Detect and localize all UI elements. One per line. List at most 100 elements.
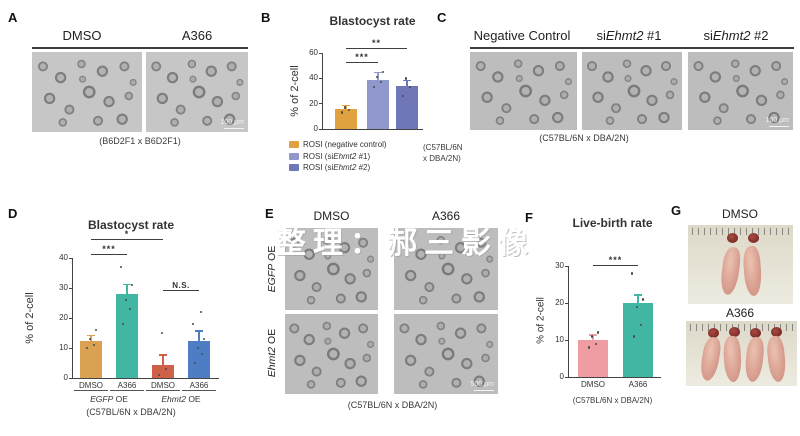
y-tick-mark xyxy=(319,77,323,79)
significance-line xyxy=(346,61,378,64)
error-bar xyxy=(162,355,164,374)
y-tick-label: 10 xyxy=(555,335,564,344)
y-tick-label: 60 xyxy=(309,48,318,57)
panel-d-chart-title: Blastocyst rate xyxy=(87,218,175,232)
error-bar-cap xyxy=(342,105,350,107)
data-point xyxy=(639,324,643,327)
panel-c-label: C xyxy=(437,10,447,25)
panel-a-label: A xyxy=(8,10,18,25)
data-point xyxy=(372,86,376,89)
panel-e-caption: (C57BL/6N x DBA/2N) xyxy=(347,400,438,410)
significance-label: *** xyxy=(102,243,116,254)
error-bar xyxy=(592,335,594,345)
data-point xyxy=(381,70,385,74)
data-point xyxy=(157,373,161,377)
error-bar xyxy=(126,285,128,303)
y-tick-label: 0 xyxy=(63,373,68,382)
x-axis-label: A366 xyxy=(182,381,216,391)
panel-g-label: G xyxy=(671,203,682,218)
significance-line xyxy=(91,253,127,255)
data-point xyxy=(590,335,594,338)
panel-e-header-a366: A366 xyxy=(431,209,461,223)
y-tick-mark xyxy=(565,339,569,341)
panel-f-label: F xyxy=(525,210,533,225)
legend-item: ROSI (negative control) xyxy=(289,140,387,149)
x-axis-label: A366 xyxy=(628,380,648,389)
panel-g-header-dmso: DMSO xyxy=(722,207,758,221)
y-tick-label: 0 xyxy=(559,372,564,381)
y-tick-mark xyxy=(319,128,323,130)
scale-bar: 100 µm xyxy=(766,117,789,127)
placenta xyxy=(748,233,759,243)
placenta xyxy=(729,327,740,337)
panel-a-micrograph-dmso xyxy=(32,52,142,132)
panel-c-header-siEhmt2-1: siEhmt2 #1 xyxy=(596,28,662,43)
significance-label: * xyxy=(124,228,130,239)
y-tick-mark xyxy=(319,103,323,105)
data-point xyxy=(121,322,125,326)
y-tick-label: 10 xyxy=(59,343,68,352)
error-bar-cap xyxy=(403,79,411,81)
y-tick-label: 20 xyxy=(59,313,68,322)
y-tick-mark xyxy=(69,347,73,349)
bar-A366 xyxy=(116,294,138,378)
data-point xyxy=(340,111,344,114)
panel-c-header-siEhmt2-2: siEhmt2 #2 xyxy=(703,28,769,43)
panel-a-caption: (B6D2F1 x B6D2F1) xyxy=(99,136,181,146)
group-label: EGFP OE xyxy=(90,394,128,404)
panel-e-micrograph-ehmt2-a366: 500 µm xyxy=(394,314,498,394)
y-tick-mark xyxy=(69,257,73,259)
pup xyxy=(742,245,763,297)
significance-label: *** xyxy=(608,254,623,265)
panel-g-photo-a366 xyxy=(686,321,797,386)
error-bar xyxy=(406,80,408,91)
error-bar-cap xyxy=(159,354,167,356)
legend-label: ROSI (siEhmt2 #1) xyxy=(303,151,371,161)
data-point xyxy=(630,272,634,275)
panel-g-photo-dmso xyxy=(688,225,793,304)
panel-e-micrograph-egfp-a366 xyxy=(394,228,498,310)
panel-b-bar-chart: 0 20 40 60 *** ** xyxy=(309,38,423,133)
legend-item: ROSI (siEhmt2 #2) xyxy=(289,163,387,172)
legend-swatch xyxy=(289,164,299,171)
panel-e-micrograph-ehmt2-dmso xyxy=(285,314,378,394)
significance-line xyxy=(91,238,163,240)
error-bar xyxy=(90,336,92,345)
panel-e-row-label-ehmt2-oe: Ehmt2 OE xyxy=(266,328,278,378)
data-point xyxy=(641,298,645,301)
pup xyxy=(765,335,788,383)
bar-ROSI (siEhmt2 #1) xyxy=(367,79,389,129)
y-tick-label: 20 xyxy=(555,298,564,307)
pup xyxy=(698,335,723,383)
significance-label: ** xyxy=(371,37,382,48)
error-bar-cap xyxy=(374,72,382,74)
data-point xyxy=(199,310,203,314)
error-bar xyxy=(198,331,200,350)
data-point xyxy=(196,346,200,350)
panel-c-micrograph-siEhmt2-2: 100 µm xyxy=(688,52,793,130)
y-tick-mark xyxy=(565,265,569,267)
y-tick-mark xyxy=(69,287,73,289)
scale-bar: 100 µm xyxy=(221,119,244,129)
error-bar xyxy=(377,73,379,86)
placenta xyxy=(727,233,738,243)
error-bar-cap xyxy=(589,334,597,336)
error-bar-cap xyxy=(195,330,203,332)
data-point xyxy=(130,283,134,287)
panel-f-bar-chart: 0 10 20 30 DMSO A366 *** xyxy=(555,255,661,389)
y-tick-label: 20 xyxy=(309,98,318,108)
error-bar-cap xyxy=(87,334,95,336)
data-point xyxy=(202,337,206,341)
legend-swatch xyxy=(289,141,299,148)
y-tick-mark xyxy=(69,317,73,319)
panel-e-label: E xyxy=(265,206,274,221)
legend-item: ROSI (siEhmt2 #1) xyxy=(289,152,387,161)
pup xyxy=(744,336,765,383)
error-bar-cap xyxy=(123,283,131,285)
panel-b-legend: ROSI (negative control) ROSI (siEhmt2 #1)… xyxy=(289,140,387,175)
x-axis-label: DMSO xyxy=(146,381,180,391)
bar-DMSO xyxy=(578,340,608,377)
data-point xyxy=(164,367,168,371)
y-tick-mark xyxy=(565,376,569,378)
